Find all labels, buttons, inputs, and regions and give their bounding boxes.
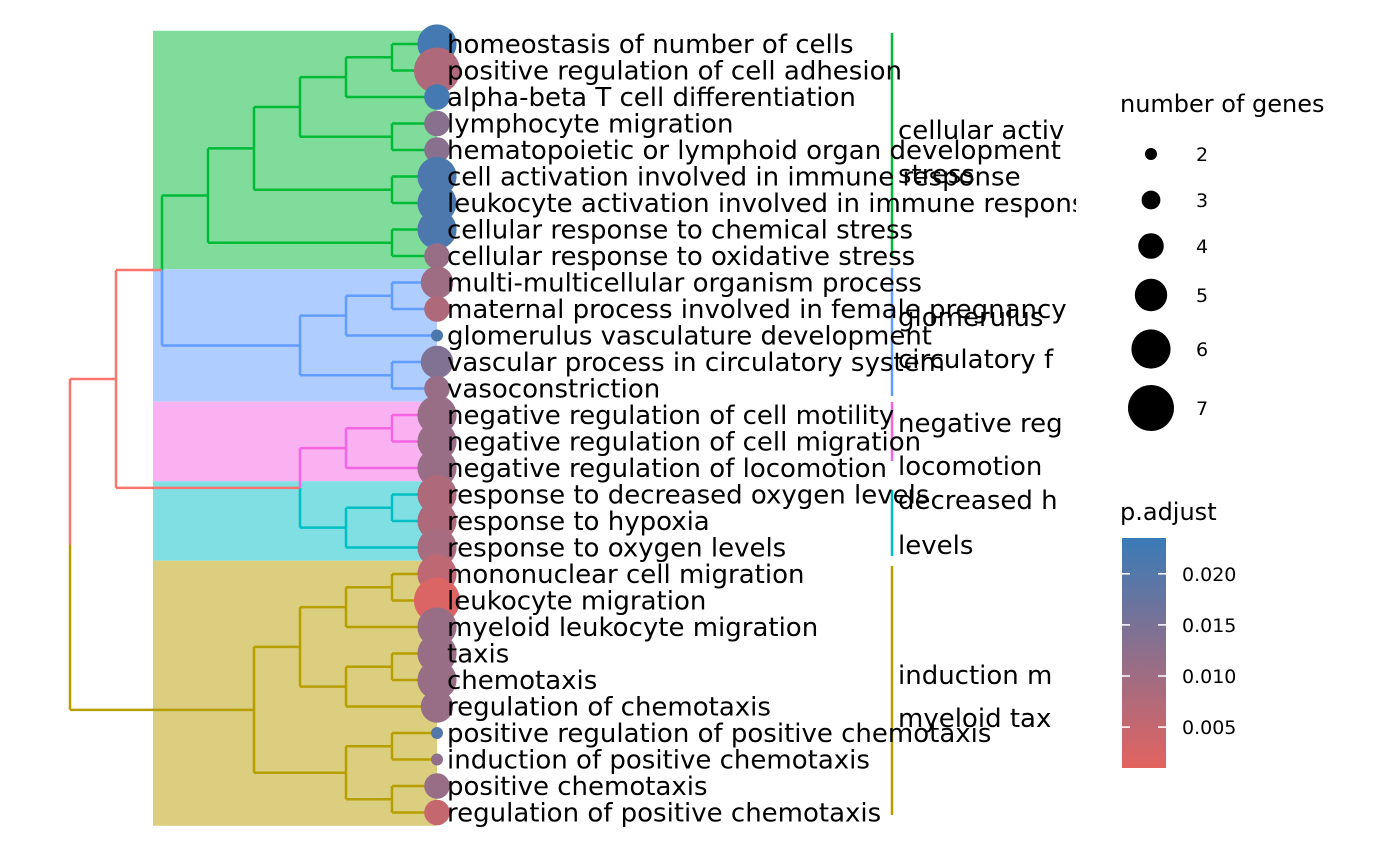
term-label: maternal process involved in female preg… xyxy=(447,295,1067,325)
term-point xyxy=(420,345,454,379)
term-label: cell activation involved in immune respo… xyxy=(447,163,1021,193)
cluster-labels: cellular activ stress glomerulus circulator… xyxy=(898,116,1064,734)
size-legend-dot xyxy=(1141,190,1161,210)
term-point xyxy=(417,209,457,250)
color-legend-label: 0.020 xyxy=(1182,564,1236,586)
cluster-label: locomotion xyxy=(898,452,1042,482)
term-point xyxy=(431,727,443,739)
term-label: homeostasis of number of cells xyxy=(447,30,854,60)
color-legend-bar xyxy=(1122,538,1166,768)
size-legend-label: 7 xyxy=(1196,398,1208,420)
color-legend-label: 0.005 xyxy=(1182,717,1236,739)
size-legend-dot xyxy=(1128,385,1174,431)
size-legend-dot xyxy=(1134,278,1168,312)
term-label: response to hypoxia xyxy=(447,507,710,537)
term-label: positive regulation of positive chemotax… xyxy=(447,719,991,749)
legend: number of genes 2 3 4 5 6 7 p.adjust 0.020 0.015 0… xyxy=(1120,90,1325,768)
cluster-label: levels xyxy=(898,531,973,561)
term-label: glomerulus vasculature development xyxy=(447,322,932,352)
term-label: response to decreased oxygen levels xyxy=(447,481,929,511)
term-point xyxy=(424,296,450,322)
cluster-label: myeloid tax xyxy=(898,704,1051,734)
cluster-label: negative reg xyxy=(898,409,1063,439)
term-point xyxy=(424,773,450,799)
term-point xyxy=(424,110,450,137)
cluster-band xyxy=(153,30,437,270)
term-label: cellular response to chemical stress xyxy=(447,216,913,246)
cluster-label: glomerulus xyxy=(898,303,1043,333)
size-legend-label: 2 xyxy=(1196,144,1208,166)
term-label: lymphocyte migration xyxy=(447,110,733,140)
cluster-band xyxy=(153,560,437,826)
term-label: taxis xyxy=(447,640,509,670)
term-label: leukocyte activation involved in immune … xyxy=(447,189,1101,219)
term-label: positive chemotaxis xyxy=(447,772,708,802)
term-label: response to oxygen levels xyxy=(447,534,786,564)
term-points xyxy=(414,24,460,826)
color-legend-label: 0.015 xyxy=(1182,615,1236,637)
term-label: vascular process in circulatory system xyxy=(447,348,945,378)
term-label: mononuclear cell migration xyxy=(447,560,804,590)
term-label: negative regulation of locomotion xyxy=(447,454,887,484)
term-label: negative regulation of cell migration xyxy=(447,428,921,458)
term-label: leukocyte migration xyxy=(447,587,706,617)
term-label: regulation of positive chemotaxis xyxy=(447,799,881,829)
term-label: cellular response to oxidative stress xyxy=(447,242,915,272)
size-legend-dot xyxy=(1138,233,1164,259)
term-point xyxy=(424,84,450,110)
term-point xyxy=(420,690,454,723)
cluster-label: cellular activ xyxy=(898,116,1064,146)
size-legend-label: 6 xyxy=(1196,339,1208,361)
term-point xyxy=(431,753,443,766)
cluster-label: decreased h xyxy=(898,486,1058,516)
size-legend-dot xyxy=(1145,148,1157,160)
size-legend-label: 3 xyxy=(1196,190,1208,212)
color-legend-title: p.adjust xyxy=(1120,498,1217,526)
term-label: myeloid leukocyte migration xyxy=(447,613,818,643)
term-label: regulation of chemotaxis xyxy=(447,693,771,723)
term-label: alpha-beta T cell differentiation xyxy=(447,83,856,113)
term-point xyxy=(424,375,450,402)
term-label: negative regulation of cell motility xyxy=(447,401,894,431)
term-label: multi-multicellular organism process xyxy=(447,269,922,299)
term-label: chemotaxis xyxy=(447,666,597,696)
term-label: induction of positive chemotaxis xyxy=(447,746,870,776)
term-point xyxy=(431,329,443,342)
term-point xyxy=(424,799,450,826)
term-point xyxy=(424,137,450,163)
size-legend-title: number of genes xyxy=(1120,90,1325,118)
cluster-label: induction m xyxy=(898,661,1052,691)
size-legend-dot xyxy=(1131,329,1171,369)
term-point xyxy=(424,243,450,269)
cluster-label: circulatory f xyxy=(898,345,1054,375)
term-point xyxy=(417,660,457,700)
term-point xyxy=(420,266,454,299)
term-label: hematopoietic or lymphoid organ developm… xyxy=(447,136,1061,166)
size-legend-label: 5 xyxy=(1196,285,1208,307)
term-label: positive regulation of cell adhesion xyxy=(447,57,902,87)
size-legend-label: 4 xyxy=(1196,236,1208,258)
cluster-label: stress xyxy=(898,160,975,190)
term-label: vasoconstriction xyxy=(447,375,660,405)
color-legend-label: 0.010 xyxy=(1182,666,1236,688)
term-point xyxy=(414,47,460,94)
